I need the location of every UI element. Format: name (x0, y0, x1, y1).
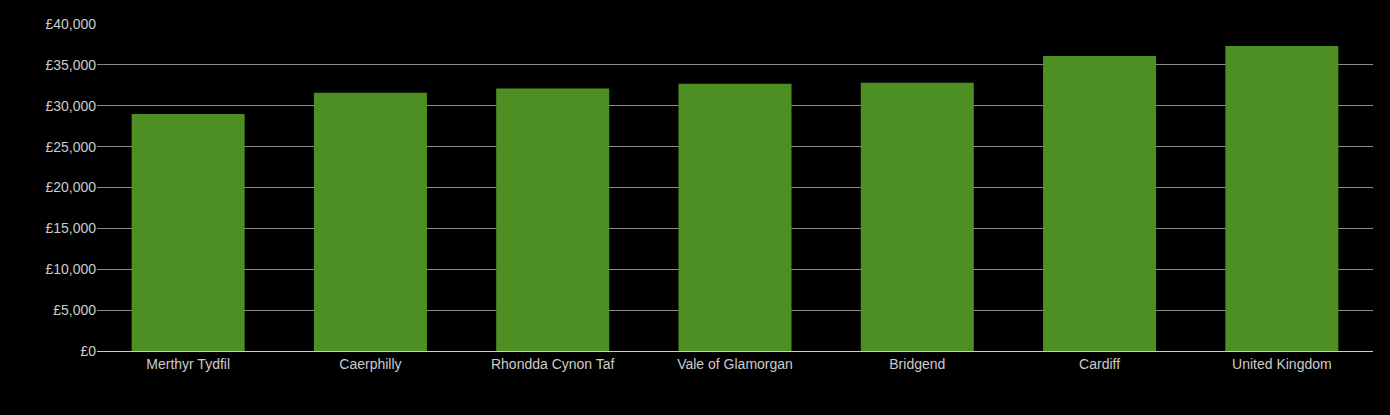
svg-text:£20,000: £20,000 (45, 179, 96, 195)
svg-text:£0: £0 (80, 343, 96, 359)
svg-text:£35,000: £35,000 (45, 57, 96, 73)
svg-text:£25,000: £25,000 (45, 139, 96, 155)
svg-text:Vale of Glamorgan: Vale of Glamorgan (677, 356, 793, 372)
svg-text:£40,000: £40,000 (45, 16, 96, 32)
svg-text:£30,000: £30,000 (45, 98, 96, 114)
svg-text:£10,000: £10,000 (45, 261, 96, 277)
svg-text:£5,000: £5,000 (53, 302, 96, 318)
svg-text:Caerphilly: Caerphilly (339, 356, 401, 372)
svg-text:£15,000: £15,000 (45, 220, 96, 236)
svg-text:Rhondda Cynon Taf: Rhondda Cynon Taf (491, 356, 615, 372)
svg-text:Bridgend: Bridgend (889, 356, 945, 372)
svg-text:Merthyr Tydfil: Merthyr Tydfil (146, 356, 230, 372)
svg-text:United Kingdom: United Kingdom (1232, 356, 1332, 372)
svg-text:Cardiff: Cardiff (1079, 356, 1120, 372)
